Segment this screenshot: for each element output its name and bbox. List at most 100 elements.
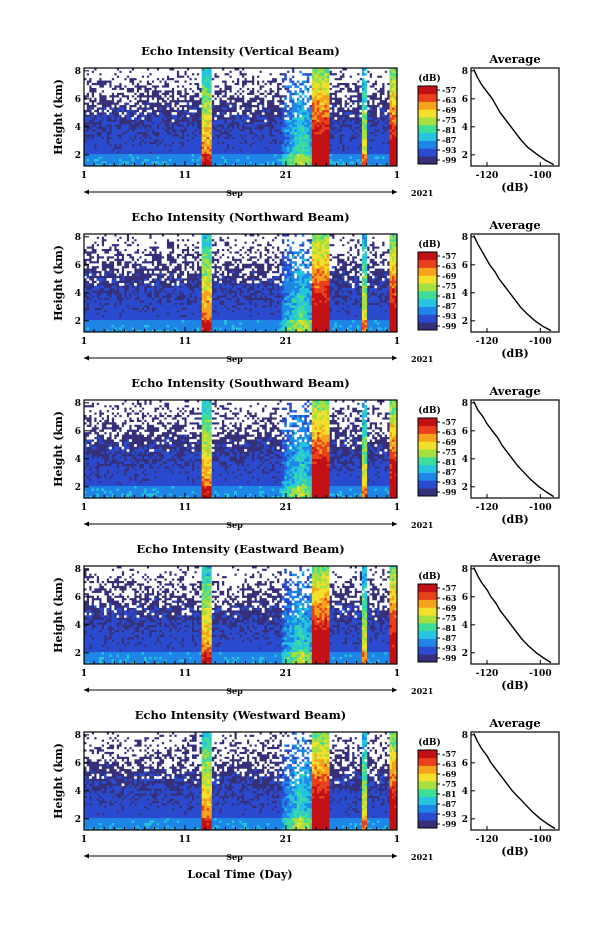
- heatmap-cell: [111, 307, 115, 311]
- heatmap-cell: [124, 82, 127, 86]
- heatmap-cell: [196, 158, 200, 162]
- heatmap-cell: [289, 148, 293, 152]
- heatmap-cell: [231, 141, 235, 145]
- heatmap-cell: [354, 151, 358, 155]
- heatmap-cell: [379, 141, 383, 145]
- heatmap-cell: [344, 80, 348, 83]
- heatmap-cell: [239, 77, 243, 81]
- heatmap-cell: [241, 107, 245, 110]
- heatmap-cell: [174, 243, 177, 247]
- heatmap-cell: [281, 82, 285, 86]
- heatmap-cell: [171, 75, 175, 79]
- heatmap-cell: [101, 285, 105, 289]
- heatmap-cell: [314, 99, 318, 103]
- heatmap-cell: [131, 238, 135, 242]
- heatmap-cell: [179, 287, 182, 291]
- heatmap-cell: [126, 302, 130, 306]
- heatmap-cell: [186, 131, 190, 135]
- heatmap-cell: [341, 117, 345, 120]
- heatmap-cell: [86, 275, 90, 279]
- heatmap-cell: [256, 146, 260, 150]
- heatmap-cell: [369, 153, 373, 157]
- heatmap-cell: [314, 153, 318, 157]
- heatmap-cell: [331, 148, 335, 152]
- heatmap-cell: [311, 92, 315, 96]
- heatmap-cell: [389, 102, 393, 106]
- heatmap-cell: [311, 146, 315, 150]
- heatmap-cell: [306, 126, 310, 130]
- heatmap-cell: [171, 112, 175, 115]
- heatmap-cell: [166, 307, 170, 311]
- heatmap-cell: [104, 329, 107, 333]
- heatmap-cell: [101, 131, 105, 135]
- heatmap-cell: [201, 107, 205, 110]
- heatmap-cell: [104, 85, 107, 88]
- heatmap-cell: [174, 92, 177, 96]
- heatmap-cell: [204, 263, 207, 267]
- heatmap-cell: [111, 241, 115, 245]
- heatmap-cell: [219, 72, 223, 76]
- heatmap-cell: [364, 85, 368, 88]
- heatmap-cell: [264, 99, 268, 103]
- heatmap-cell: [174, 283, 177, 286]
- heatmap-cell: [121, 287, 125, 291]
- heatmap-cell: [341, 80, 345, 83]
- heatmap-cell: [161, 236, 165, 240]
- colorbar-swatch: [418, 132, 437, 141]
- heatmap-cell: [101, 158, 105, 162]
- heatmap-cell: [209, 70, 212, 74]
- heatmap-cell: [264, 143, 268, 147]
- heatmap-cell: [164, 87, 167, 91]
- heatmap-cell: [186, 314, 190, 318]
- heatmap-cell: [324, 131, 328, 135]
- heatmap-cell: [154, 329, 157, 333]
- heatmap-cell: [194, 109, 197, 113]
- heatmap-cell: [216, 70, 220, 74]
- heatmap-cell: [126, 146, 130, 150]
- heatmap-cell: [131, 297, 135, 301]
- heatmap-cell: [149, 324, 152, 328]
- heatmap-cell: [249, 82, 253, 86]
- heatmap-cell: [361, 146, 365, 150]
- heatmap-cell: [389, 129, 393, 132]
- heatmap-cell: [89, 72, 92, 76]
- heatmap-cell: [369, 87, 373, 91]
- heatmap-cell: [86, 314, 90, 318]
- heatmap-cell: [189, 236, 192, 240]
- heatmap-cell: [104, 131, 107, 135]
- heatmap-cell: [161, 251, 165, 254]
- heatmap-cell: [86, 85, 90, 88]
- heatmap-cell: [161, 161, 165, 164]
- heatmap-cell: [189, 124, 192, 128]
- heatmap-cell: [199, 72, 202, 76]
- heatmap-cell: [209, 92, 212, 96]
- heatmap-cell: [121, 246, 125, 249]
- heatmap-cell: [351, 124, 355, 128]
- heatmap-cell: [374, 161, 378, 164]
- heatmap-cell: [326, 68, 330, 71]
- heatmap-cell: [261, 70, 265, 74]
- heatmap-cell: [304, 139, 308, 142]
- heatmap-cell: [141, 143, 145, 147]
- heatmap-cell: [336, 131, 340, 135]
- heatmap-cell: [109, 253, 112, 257]
- heatmap-cell: [201, 290, 205, 294]
- heatmap-cell: [319, 80, 323, 83]
- heatmap-cell: [286, 126, 290, 130]
- heatmap-cell: [261, 161, 265, 164]
- heatmap-cell: [89, 265, 92, 269]
- heatmap-cell: [179, 70, 182, 74]
- heatmap-cell: [206, 251, 210, 254]
- heatmap-cell: [139, 129, 142, 132]
- heatmap-cell: [121, 158, 125, 162]
- heatmap-cell: [166, 290, 170, 294]
- heatmap-cell: [391, 139, 395, 142]
- heatmap-cell: [89, 295, 92, 298]
- heatmap-cell: [149, 248, 152, 252]
- heatmap-cell: [249, 139, 253, 142]
- heatmap-cell: [276, 72, 280, 76]
- heatmap-cell: [374, 72, 378, 76]
- heatmap-cell: [199, 158, 202, 162]
- heatmap-cell: [224, 156, 228, 159]
- heatmap-cell: [161, 75, 165, 79]
